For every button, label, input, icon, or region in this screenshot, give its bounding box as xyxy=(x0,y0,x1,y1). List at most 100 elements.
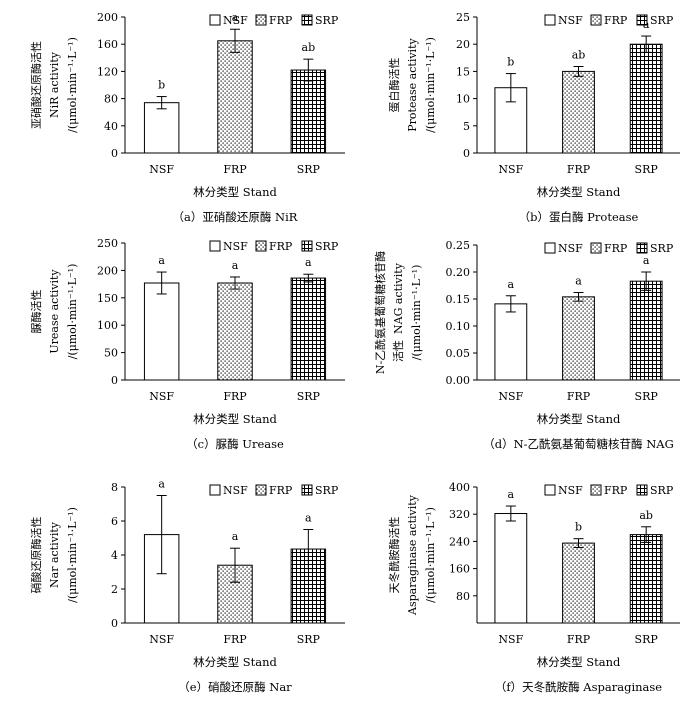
y-axis-title: 活性 NAG activity xyxy=(391,262,405,362)
y-tick-label: 5 xyxy=(463,120,470,133)
y-tick-label: 15 xyxy=(456,65,470,78)
y-tick-label: 80 xyxy=(104,93,118,106)
legend-entry: NSF xyxy=(558,14,583,27)
legend-swatch-srp xyxy=(301,14,313,26)
significance-letter: a xyxy=(643,254,650,267)
legend-swatch-frp xyxy=(255,240,267,252)
category-label: NSF xyxy=(498,163,523,176)
bar-frp xyxy=(217,40,253,154)
legend-swatch-srp xyxy=(301,484,313,496)
y-tick-label: 0 xyxy=(111,374,118,387)
bar-srp xyxy=(290,69,327,154)
category-label: NSF xyxy=(149,390,174,403)
legend: NSF FRP SRP xyxy=(544,242,674,255)
y-tick-label: 320 xyxy=(449,508,470,521)
y-axis-title: N-乙酰氨基葡萄糖核苷酶 xyxy=(373,251,387,374)
y-axis-title: /(μmol·min⁻¹·L⁻¹) xyxy=(424,37,437,133)
legend-entry: SRP xyxy=(650,242,674,255)
y-axis-title-zh: 活性 xyxy=(391,340,405,362)
legend: NSF FRP SRP xyxy=(209,484,339,497)
legend-entry: NSF xyxy=(223,14,248,27)
legend-entry: SRP xyxy=(650,484,674,497)
bar-frp xyxy=(562,542,595,624)
legend-swatch-srp xyxy=(301,240,313,252)
category-label: SRP xyxy=(635,633,659,646)
y-axis-title: /(μmol·min⁻¹·L⁻¹) xyxy=(66,507,79,603)
panel-caption: （f）天冬酰胺酶 Asparaginase xyxy=(495,680,662,694)
significance-letter: a xyxy=(232,11,239,24)
category-label: FRP xyxy=(223,390,247,403)
x-axis-title: 林分类型 Stand xyxy=(193,412,277,426)
significance-letter: a xyxy=(158,478,165,491)
category-label: FRP xyxy=(567,163,591,176)
bar-nsf xyxy=(143,282,180,381)
legend-entry: NSF xyxy=(223,484,248,497)
y-tick-label: 20 xyxy=(456,38,470,51)
y-axis-title: 脲酶活性 xyxy=(29,290,43,334)
y-tick-label: 0 xyxy=(111,147,118,160)
y-tick-label: 0.05 xyxy=(446,347,471,360)
y-tick-label: 0.20 xyxy=(446,266,471,279)
significance-letter: a xyxy=(508,278,515,291)
bar-frp xyxy=(562,70,595,154)
legend-swatch-srp xyxy=(636,14,648,26)
category-label: SRP xyxy=(635,163,659,176)
significance-letter: ab xyxy=(572,49,586,62)
y-tick-label: 160 xyxy=(97,38,118,51)
category-label: NSF xyxy=(498,633,523,646)
bar-srp xyxy=(629,43,663,154)
legend-entry: FRP xyxy=(269,14,293,27)
y-tick-label: 120 xyxy=(97,65,118,78)
y-tick-label: 240 xyxy=(449,535,470,548)
category-label: NSF xyxy=(498,390,523,403)
legend-swatch-frp xyxy=(255,484,267,496)
bar-nsf xyxy=(494,303,528,381)
legend-swatch-frp xyxy=(590,242,602,254)
category-label: SRP xyxy=(297,633,321,646)
significance-letter: a xyxy=(232,530,239,543)
y-tick-label: 6 xyxy=(111,515,118,528)
significance-letter: a xyxy=(305,256,312,269)
y-axis-title: /(μmol·min⁻¹·L⁻¹) xyxy=(66,264,79,360)
y-tick-label: 4 xyxy=(111,549,118,562)
y-tick-label: 25 xyxy=(456,11,470,24)
legend-swatch-nsf xyxy=(209,14,221,26)
x-axis-title: 林分类型 Stand xyxy=(537,185,621,199)
y-axis-title: 蛋白酶活性 xyxy=(387,58,401,113)
legend-swatch-nsf xyxy=(209,240,221,252)
y-tick-label: 160 xyxy=(449,563,470,576)
legend-swatch-srp xyxy=(636,484,648,496)
y-tick-label: 0 xyxy=(463,147,470,160)
bar-nsf xyxy=(143,102,180,154)
panel-caption: （a）亚硝酸还原酶 NiR xyxy=(173,210,298,224)
legend-entry: NSF xyxy=(223,240,248,253)
legend-entry: FRP xyxy=(269,484,293,497)
legend: NSF FRP SRP xyxy=(209,240,339,253)
bar-frp xyxy=(562,296,595,381)
category-label: SRP xyxy=(297,163,321,176)
x-axis-title: 林分类型 Stand xyxy=(193,185,277,199)
significance-letter: b xyxy=(507,56,514,69)
legend: NSF FRP SRP xyxy=(544,484,674,497)
x-axis-title: 林分类型 Stand xyxy=(537,412,621,426)
y-tick-label: 0.10 xyxy=(446,320,471,333)
significance-letter: a xyxy=(575,275,582,288)
legend-swatch-nsf xyxy=(544,242,556,254)
significance-letter: a xyxy=(508,488,515,501)
y-tick-label: 200 xyxy=(97,11,118,24)
bar-srp xyxy=(290,277,327,381)
panel-caption: （c）脲酶 Urease xyxy=(186,437,284,451)
legend-swatch-srp xyxy=(636,242,648,254)
legend-swatch-frp xyxy=(255,14,267,26)
legend-entry: SRP xyxy=(315,484,339,497)
category-label: SRP xyxy=(635,390,659,403)
panel-caption: （d）N-乙酰氨基葡萄糖核苷酶 NAG xyxy=(483,437,674,451)
y-axis-title: Protease activity xyxy=(406,37,419,131)
panel-caption: （b）蛋白酶 Protease xyxy=(519,210,639,224)
legend-swatch-nsf xyxy=(209,484,221,496)
y-tick-label: 150 xyxy=(97,292,118,305)
significance-letter: b xyxy=(158,79,165,92)
y-tick-label: 200 xyxy=(97,264,118,277)
